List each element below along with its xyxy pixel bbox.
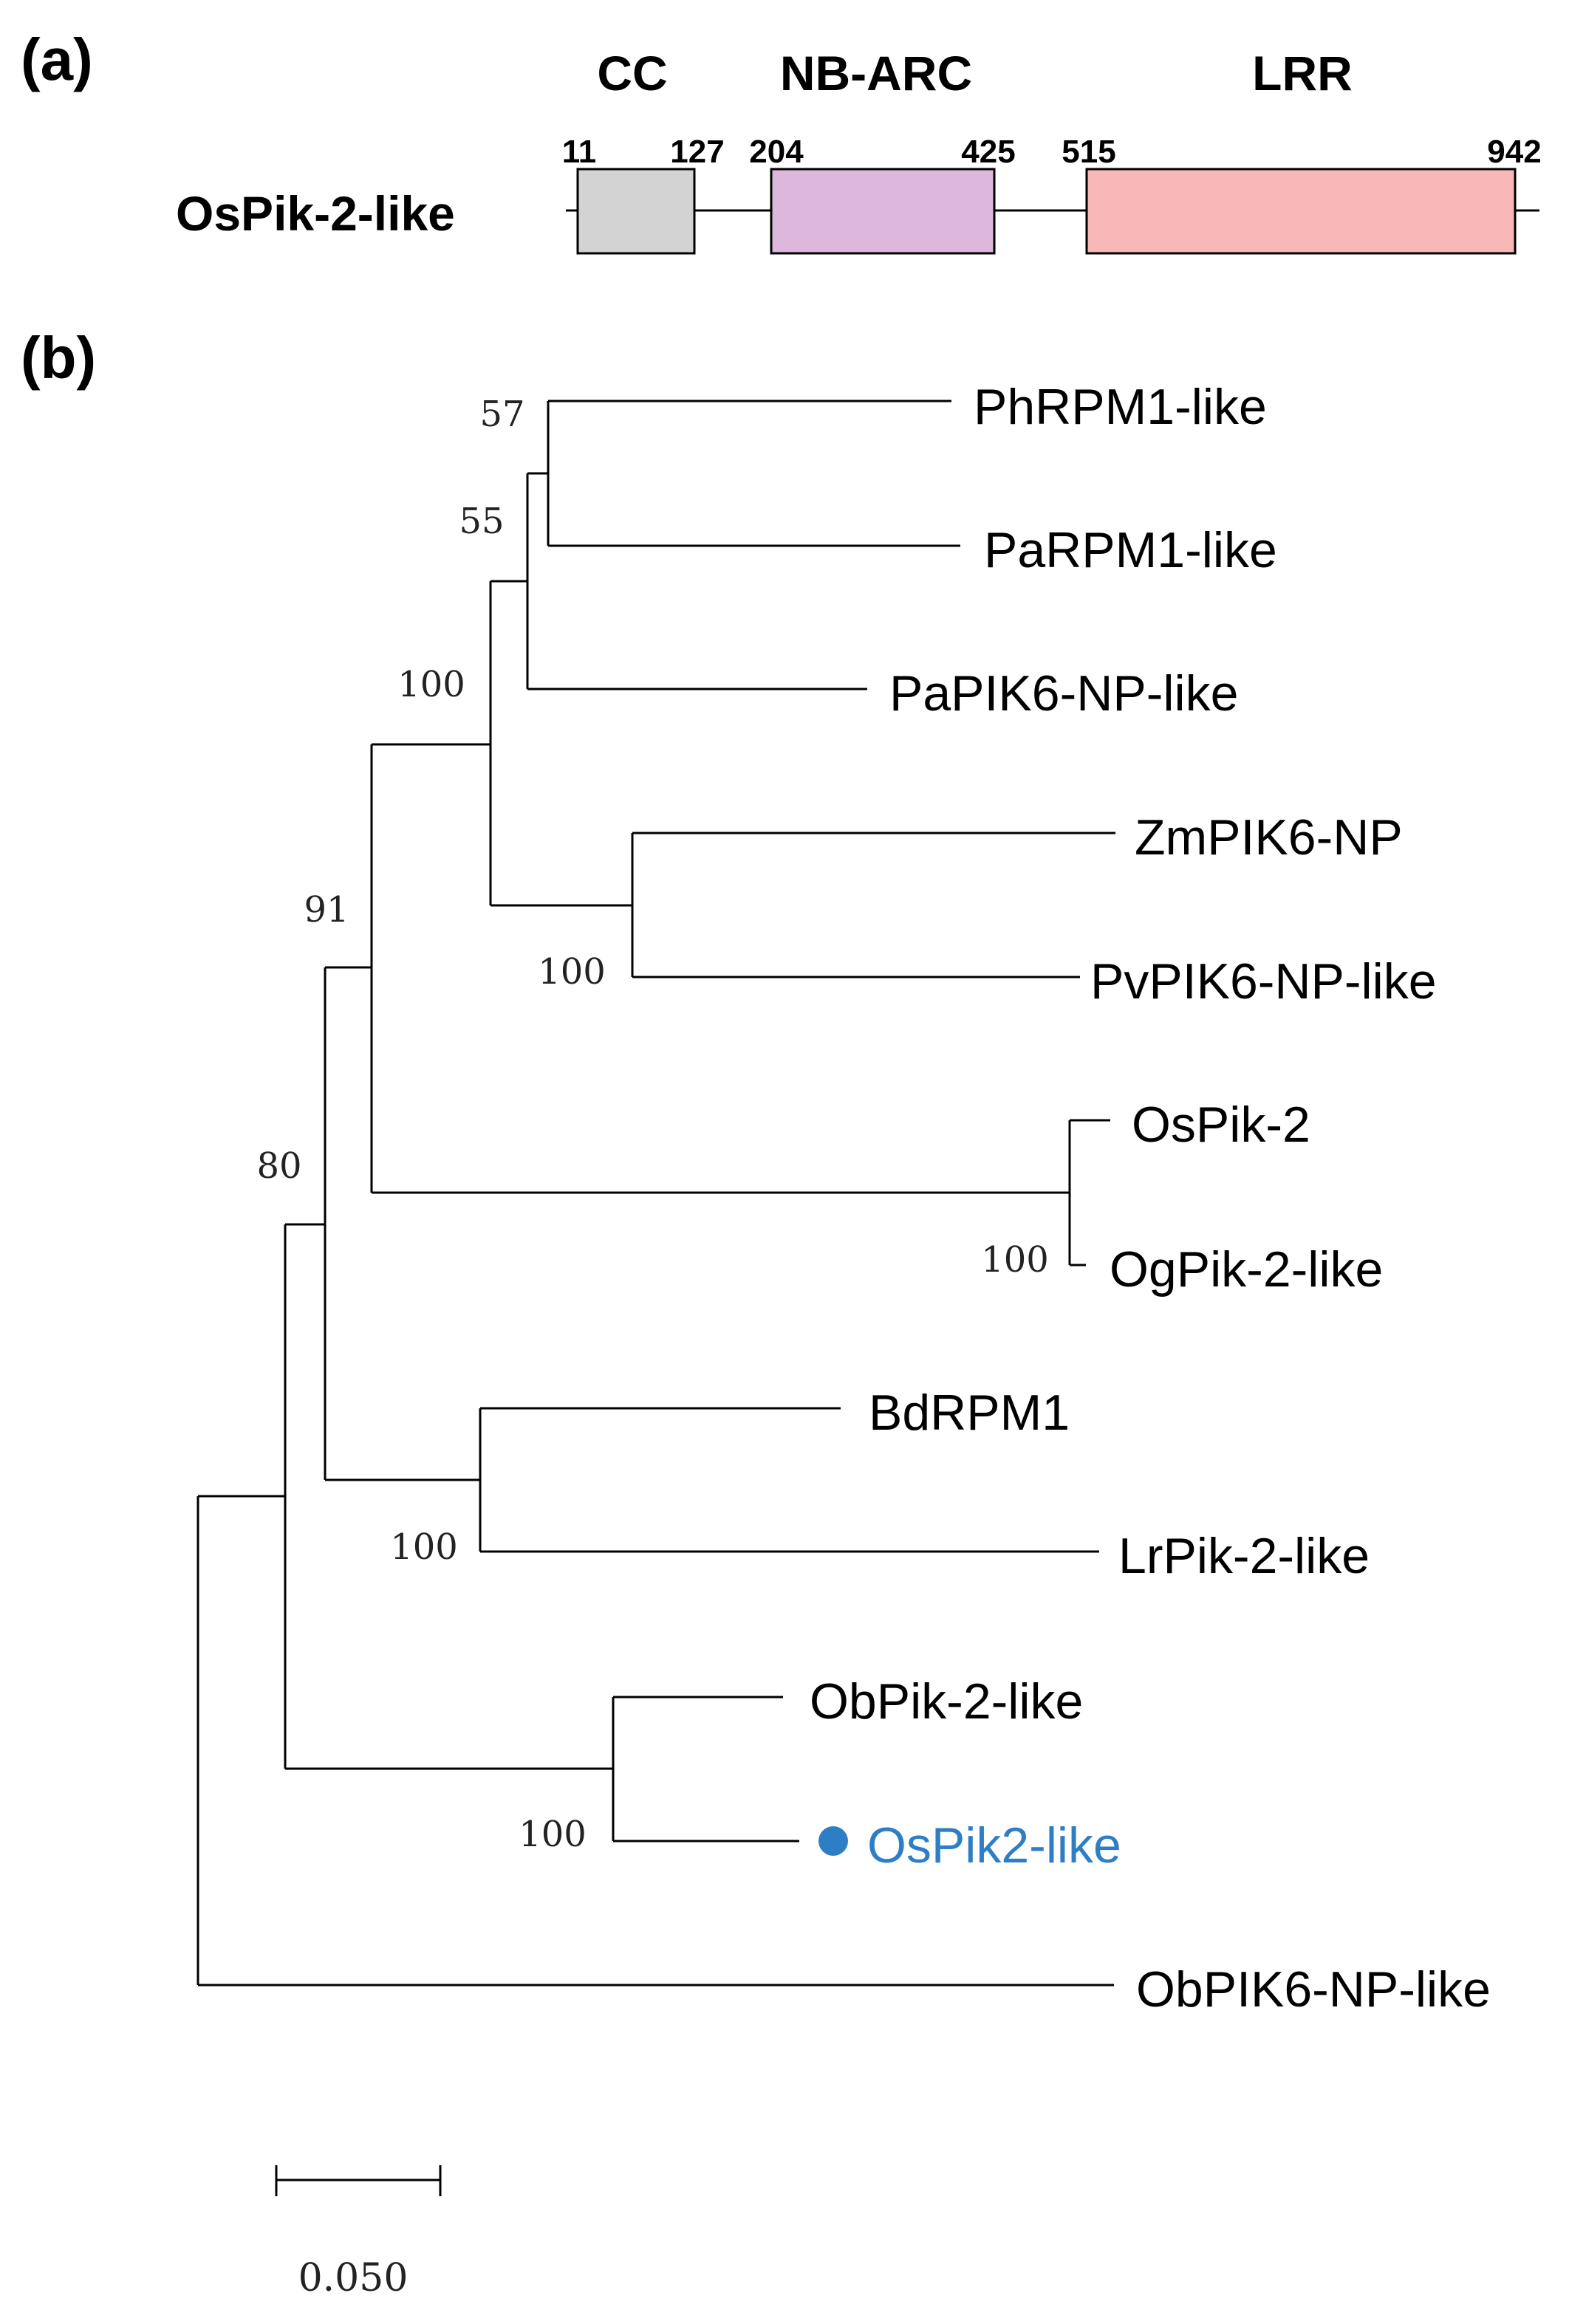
- leaf-label-obpik-2-like: ObPik-2-like: [810, 1673, 1083, 1730]
- lrr-end-position: 942: [1487, 134, 1541, 170]
- leaf-label-ospik2-like: OsPik2-like: [867, 1817, 1121, 1874]
- bootstrap-value: 100: [390, 1526, 458, 1568]
- leaf-label-pvpik6-np-like: PvPIK6-NP-like: [1090, 953, 1437, 1010]
- branch-node-100: [489, 580, 632, 907]
- leaf-labels: PhRPM1-like PaRPM1-like PaPIK6-NP-like Z…: [810, 379, 1491, 2018]
- cc-end-position: 127: [670, 134, 724, 170]
- bootstrap-value: 100: [538, 951, 606, 993]
- domain-title-nb-arc: NB-ARC: [780, 46, 972, 100]
- domain-title-lrr: LRR: [1252, 46, 1353, 100]
- branch-ob-os: [612, 1696, 799, 1843]
- scale-bar: 0.050: [275, 2165, 442, 2300]
- bootstrap-value: 100: [981, 1239, 1049, 1281]
- leaf-label-bdrpm1: BdRPM1: [869, 1385, 1070, 1441]
- branch-join: [284, 1223, 613, 1770]
- scale-bar-label: 0.050: [298, 2256, 409, 2300]
- scale-bar-line: [275, 2165, 442, 2196]
- bootstrap-value: 80: [256, 1145, 301, 1187]
- protein-name: OsPik-2-like: [176, 186, 455, 241]
- lrr-start-position: 515: [1062, 134, 1115, 170]
- leaf-label-ogpik-2-like: OgPik-2-like: [1110, 1241, 1383, 1298]
- lrr-domain-box: [1085, 168, 1517, 255]
- nb-arc-domain-box: [770, 168, 996, 255]
- nb-arc-end-position: 425: [961, 134, 1015, 170]
- branch-papik6: [526, 472, 867, 690]
- branch-root: [196, 1495, 1114, 1987]
- bootstrap-value: 100: [397, 664, 465, 705]
- panel-a: (a) CC NB-ARC LRR OsPik-2-like 11 127 20…: [21, 27, 1542, 255]
- branch-ospik2-ogpik2: [1068, 1119, 1110, 1266]
- bootstrap-values: 57 55 100 91 100 80 100 100 100: [256, 394, 1048, 1855]
- leaf-label-lrpik-2-like: LrPik-2-like: [1118, 1528, 1370, 1584]
- branch-node-91: [370, 743, 1070, 1194]
- branch-phrpm1-parpm1: [547, 400, 960, 547]
- cc-domain-box: [576, 168, 696, 255]
- panel-b: (b) PhRPM1-like P: [21, 325, 1491, 2300]
- leaf-label-phrpm1-like: PhRPM1-like: [974, 379, 1267, 435]
- branch-node-80: [324, 966, 480, 1481]
- branch-zm-pv: [631, 832, 1115, 978]
- bootstrap-value: 57: [479, 394, 524, 435]
- cc-start-position: 11: [562, 134, 597, 170]
- bootstrap-value: 91: [304, 889, 349, 930]
- leaf-label-ospik-2: OsPik-2: [1132, 1097, 1310, 1153]
- leaf-label-papik6-np-like: PaPIK6-NP-like: [889, 665, 1238, 721]
- nb-arc-start-position: 204: [749, 134, 804, 170]
- highlight-dot: [818, 1826, 848, 1856]
- domain-title-cc: CC: [597, 46, 667, 100]
- leaf-label-obpik6-np-like: ObPIK6-NP-like: [1136, 1961, 1491, 2018]
- tree-branches: [196, 400, 1115, 1987]
- leaf-label-parpm1-like: PaRPM1-like: [984, 522, 1277, 578]
- bootstrap-value: 100: [519, 1814, 587, 1855]
- bootstrap-value: 55: [459, 501, 504, 542]
- panel-a-letter: (a): [21, 27, 93, 92]
- panel-b-letter: (b): [21, 325, 96, 391]
- leaf-label-zmpik6-np: ZmPIK6-NP: [1135, 809, 1403, 865]
